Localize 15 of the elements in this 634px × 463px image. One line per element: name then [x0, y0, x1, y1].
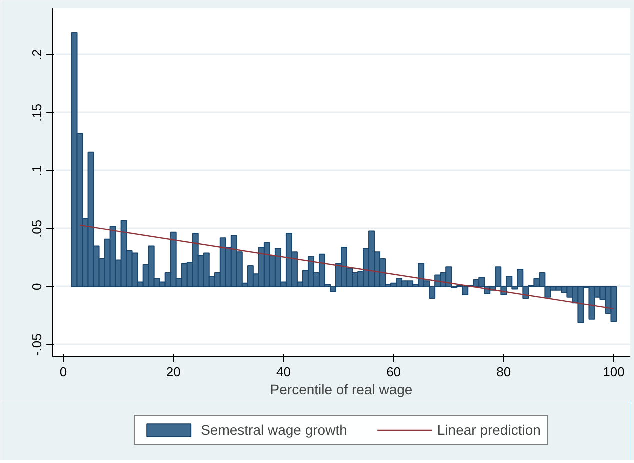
x-tick-label: 100 — [603, 364, 625, 380]
x-tick-label: 60 — [386, 364, 402, 380]
legend-label: Linear prediction — [437, 422, 541, 438]
x-tick-label: 0 — [60, 364, 68, 380]
y-tick-label: 0 — [30, 283, 44, 291]
x-tick-label: 40 — [276, 364, 291, 380]
y-tick-label: -.05 — [30, 334, 44, 356]
y-tick-label: .1 — [30, 165, 44, 176]
x-tick-label: 80 — [496, 364, 512, 380]
x-axis-title: Percentile of real wage — [270, 382, 413, 398]
y-tick-label: .05 — [30, 220, 44, 238]
legend-label: Semestral wage growth — [201, 422, 348, 438]
x-tick-label: 20 — [166, 364, 181, 380]
y-tick-label: .15 — [30, 104, 44, 122]
y-tick-label: .2 — [30, 49, 44, 60]
